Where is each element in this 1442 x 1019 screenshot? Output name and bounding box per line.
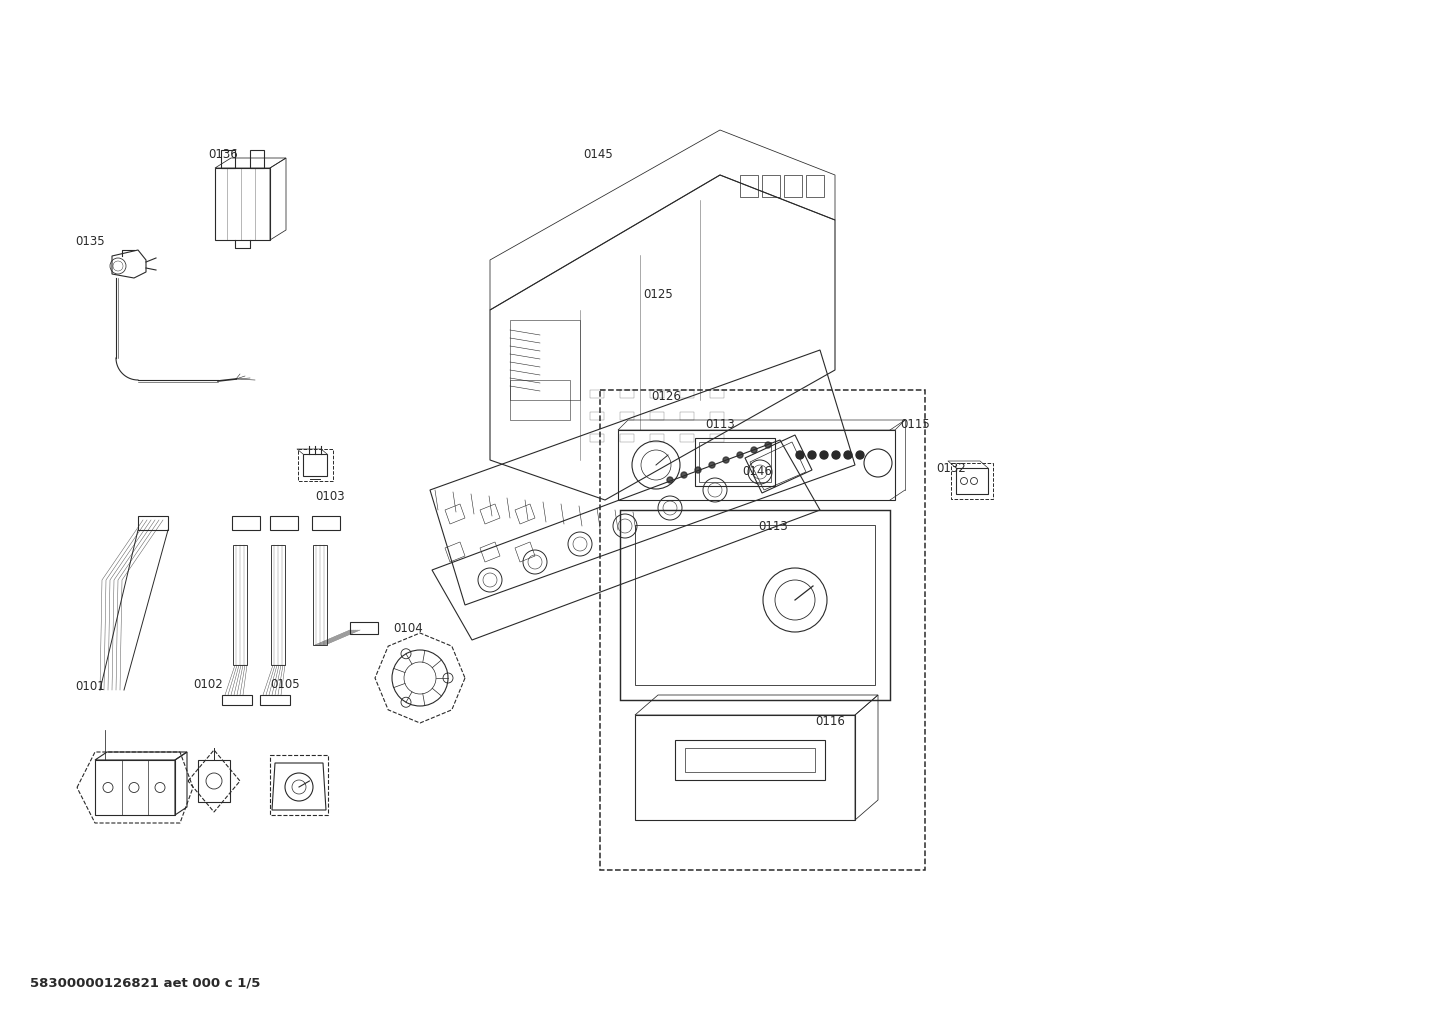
Circle shape [820, 451, 828, 459]
Circle shape [766, 442, 771, 448]
Text: 0116: 0116 [815, 715, 845, 728]
Bar [709, 434, 724, 442]
Bar [249, 150, 264, 168]
Bar [234, 545, 247, 665]
Circle shape [695, 467, 701, 473]
Bar [311, 516, 340, 530]
Bar [270, 516, 298, 530]
Bar [685, 748, 815, 772]
Circle shape [722, 457, 730, 463]
Circle shape [709, 462, 715, 468]
Bar [761, 175, 780, 197]
Circle shape [808, 451, 816, 459]
Bar [303, 454, 327, 476]
Bar [709, 412, 724, 420]
Bar [952, 463, 994, 499]
Text: 0126: 0126 [650, 390, 681, 403]
Circle shape [844, 451, 852, 459]
Circle shape [832, 451, 841, 459]
Bar [232, 516, 260, 530]
Text: 0102: 0102 [193, 678, 222, 691]
Text: 0104: 0104 [394, 622, 423, 635]
Bar [740, 175, 758, 197]
Text: 0146: 0146 [743, 465, 771, 478]
Bar [675, 740, 825, 780]
Text: 0105: 0105 [270, 678, 300, 691]
Text: 0136: 0136 [208, 148, 238, 161]
Bar [956, 468, 988, 494]
Circle shape [751, 447, 757, 453]
Circle shape [668, 477, 673, 483]
Bar [699, 442, 771, 482]
Bar [681, 390, 694, 398]
Text: 58300000126821 aet 000 c 1/5: 58300000126821 aet 000 c 1/5 [30, 977, 261, 990]
Text: 0115: 0115 [900, 418, 930, 431]
Bar [650, 390, 663, 398]
Text: 0113: 0113 [758, 520, 787, 533]
Text: 0113: 0113 [705, 418, 735, 431]
Bar [510, 320, 580, 400]
Bar [695, 438, 774, 486]
Bar [222, 695, 252, 705]
Text: 0125: 0125 [643, 288, 673, 301]
Bar [138, 516, 169, 530]
Bar [313, 545, 327, 645]
Bar [709, 390, 724, 398]
Circle shape [681, 472, 686, 478]
Bar [650, 412, 663, 420]
Bar [590, 390, 604, 398]
Bar [215, 168, 270, 240]
Bar [510, 380, 570, 420]
Text: 0132: 0132 [936, 462, 966, 475]
Bar [620, 390, 634, 398]
Bar [650, 434, 663, 442]
Bar [198, 760, 231, 802]
Bar [620, 434, 634, 442]
Bar [221, 150, 235, 168]
Bar [270, 755, 327, 815]
Text: 0135: 0135 [75, 235, 105, 248]
Bar [620, 412, 634, 420]
Bar [350, 622, 378, 634]
Text: 0101: 0101 [75, 680, 105, 693]
Bar [806, 175, 823, 197]
Bar [271, 545, 286, 665]
Text: 0103: 0103 [314, 490, 345, 503]
Circle shape [796, 451, 805, 459]
Bar [590, 434, 604, 442]
Circle shape [857, 451, 864, 459]
Bar [681, 412, 694, 420]
Bar [681, 434, 694, 442]
Bar [590, 412, 604, 420]
Bar [260, 695, 290, 705]
Bar [784, 175, 802, 197]
Circle shape [737, 452, 743, 458]
Bar [297, 449, 333, 481]
Text: 0145: 0145 [583, 148, 613, 161]
